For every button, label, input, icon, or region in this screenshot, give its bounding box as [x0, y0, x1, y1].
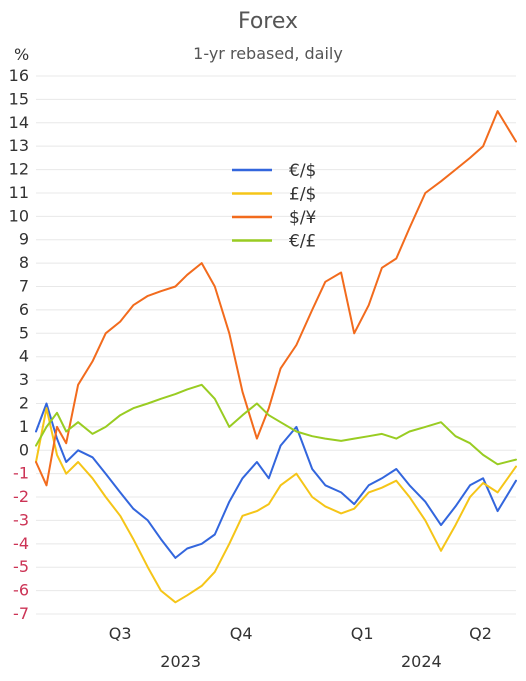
series-line — [35, 402, 517, 559]
x-tick-label: Q2 — [469, 624, 492, 643]
y-tick-label: 6 — [19, 300, 29, 319]
series-lines — [35, 110, 517, 604]
y-tick-label: -1 — [13, 464, 29, 483]
gridlines — [36, 75, 516, 615]
y-tick-label: 2 — [19, 393, 29, 412]
y-tick-label: 5 — [19, 323, 29, 342]
y-tick-label: 16 — [9, 66, 29, 85]
y-tick-label: 14 — [9, 113, 29, 132]
x-tick-label: Q3 — [109, 624, 132, 643]
y-tick-label: 11 — [9, 183, 29, 202]
y-tick-label: 3 — [19, 370, 29, 389]
y-tick-label: 12 — [9, 160, 29, 179]
y-tick-label: 15 — [9, 89, 29, 108]
legend-label: £/$ — [289, 185, 316, 205]
series-line — [35, 110, 517, 487]
y-axis-unit: % — [14, 45, 29, 64]
y-tick-label: 1 — [19, 417, 29, 436]
x-year-label: 2024 — [401, 652, 442, 671]
x-tick-label: Q1 — [351, 624, 374, 643]
y-tick-label: 7 — [19, 277, 29, 296]
y-tick-label: -4 — [13, 534, 29, 553]
y-tick-label: -7 — [13, 604, 29, 623]
y-tick-label: 4 — [19, 347, 29, 366]
y-tick-label: 9 — [19, 230, 29, 249]
x-tick-label: Q4 — [230, 624, 253, 643]
legend-label: €/$ — [289, 161, 316, 181]
y-tick-label: -5 — [13, 557, 29, 576]
y-tick-label: 10 — [9, 206, 29, 225]
series-line — [35, 383, 517, 466]
chart-title: Forex — [238, 9, 298, 34]
y-tick-label: -2 — [13, 487, 29, 506]
y-tick-label: 0 — [19, 440, 29, 459]
y-tick-label: -3 — [13, 510, 29, 529]
legend-label: $/¥ — [289, 208, 317, 228]
y-tick-label: -6 — [13, 581, 29, 600]
legend-label: €/£ — [289, 232, 316, 252]
series-line — [35, 407, 517, 604]
chart-subtitle: 1-yr rebased, daily — [193, 44, 343, 63]
y-tick-label: 8 — [19, 253, 29, 272]
y-tick-label: 13 — [9, 136, 29, 155]
x-axis-ticks: Q3 Q4 Q1 Q2 2023 2024 — [109, 624, 492, 671]
legend: €/$ £/$ $/¥ €/£ — [232, 161, 317, 252]
x-year-label: 2023 — [160, 652, 201, 671]
